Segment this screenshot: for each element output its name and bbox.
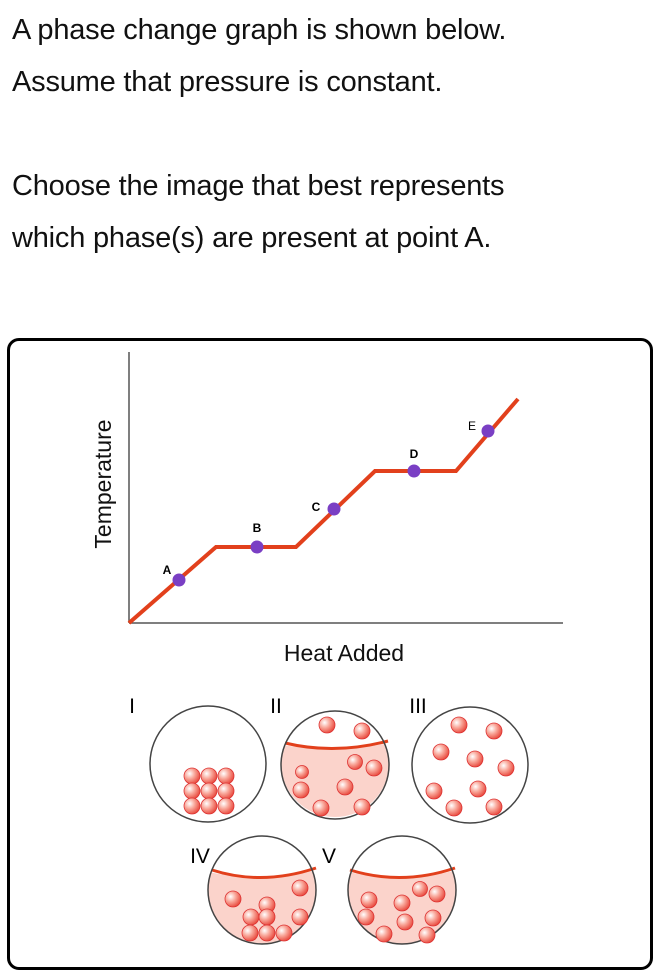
question-line-2: Assume that pressure is constant. (12, 66, 443, 98)
svg-text:C: C (312, 500, 321, 514)
heating-curve (127, 397, 520, 625)
point-a: A (163, 563, 186, 587)
question-line-1: A phase change graph is shown below. (12, 14, 507, 46)
option-ii[interactable]: II (270, 695, 400, 830)
option-iv-label: IV (190, 845, 210, 868)
question-text: A phase change graph is shown below. Ass… (12, 4, 652, 264)
svg-text:B: B (253, 521, 262, 535)
y-axis-label: Temperature (90, 419, 116, 548)
option-v-label: V (322, 845, 336, 868)
question-line-4: which phase(s) are present at point A. (12, 222, 492, 254)
x-axis-label: Heat Added (284, 640, 404, 666)
option-v[interactable]: V (322, 835, 465, 950)
option-i[interactable]: I (129, 695, 267, 823)
svg-text:D: D (410, 447, 419, 461)
option-iii-label: III (409, 695, 427, 718)
option-i-label: I (129, 695, 135, 718)
svg-text:A: A (163, 563, 172, 577)
point-c: C (312, 500, 341, 516)
option-ii-label: II (270, 695, 282, 718)
figure-frame (7, 338, 653, 970)
point-d: D (407, 447, 421, 478)
option-iv[interactable]: IV (190, 835, 325, 950)
point-e: E (468, 419, 495, 438)
svg-text:E: E (468, 419, 476, 433)
option-iii[interactable]: III (409, 695, 529, 824)
question-line-3: Choose the image that best represents (12, 170, 505, 202)
point-b: B (250, 521, 264, 554)
graph: Temperature Heat Added A B C D E (90, 352, 563, 666)
